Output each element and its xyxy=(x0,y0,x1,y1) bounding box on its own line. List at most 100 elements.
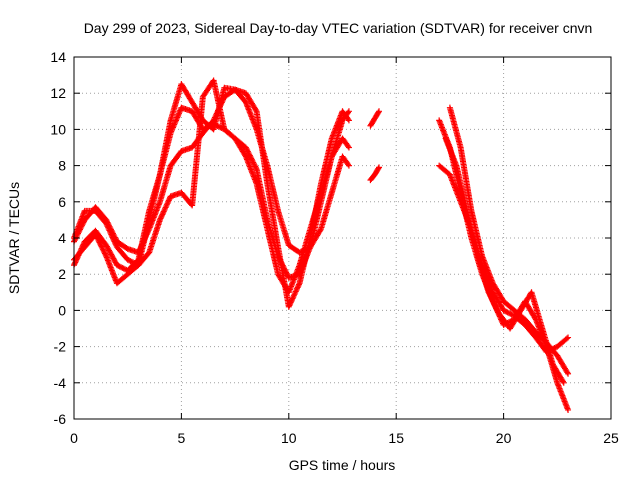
y-tick-label-3: 0 xyxy=(58,302,66,318)
point-track-c-8-5 xyxy=(160,209,167,216)
point-track-d-2-2 xyxy=(93,234,100,241)
point-track-c-5-0 xyxy=(124,256,131,263)
point-track-j-10-5 xyxy=(550,345,557,352)
x-tick-label-4: 20 xyxy=(496,430,512,446)
point-track-d-26-0 xyxy=(345,117,352,124)
point-track-c-3-13 xyxy=(111,238,118,245)
point-track-e-2-0 xyxy=(376,164,383,171)
point-track-d-2-6 xyxy=(96,239,103,246)
point-track-c-8-13 xyxy=(165,198,172,205)
point-track-c-3-10 xyxy=(109,234,116,241)
point-track-d-2-13 xyxy=(101,249,108,256)
y-tick-label-6: 6 xyxy=(58,194,66,210)
point-track-a-4-3 xyxy=(117,264,124,271)
point-track-j-6-6 xyxy=(508,311,515,318)
point-track-d-2-0 xyxy=(92,231,99,238)
x-tick-label-5: 25 xyxy=(603,430,619,446)
point-track-j-6-0 xyxy=(500,307,507,314)
point-track-c-16-6 xyxy=(246,152,253,159)
y-tick-label-1: -4 xyxy=(54,375,67,391)
point-track-j-10-0 xyxy=(543,349,550,356)
point-track-b-22-13 xyxy=(317,227,324,234)
point-track-j-6-5 xyxy=(507,310,514,317)
point-track-c-25-6 xyxy=(345,143,352,150)
point-track-c-8-3 xyxy=(158,212,165,219)
point-track-h-4-12 xyxy=(493,305,500,312)
point-track-h-4-10 xyxy=(492,302,499,309)
point-track-c-8-2 xyxy=(158,214,165,221)
point-track-c-3-2 xyxy=(104,223,111,230)
point-track-j-11-8 xyxy=(563,335,570,342)
point-track-a-4-0 xyxy=(113,262,120,269)
point-track-c-16-2 xyxy=(244,147,251,154)
point-track-c-8-4 xyxy=(159,211,166,218)
point-track-j-10-2 xyxy=(546,347,553,354)
point-track-b-25-6 xyxy=(345,161,352,168)
series-track-i xyxy=(446,104,572,377)
point-track-c-8-8 xyxy=(161,205,168,212)
point-track-g-12-0 xyxy=(565,406,572,413)
point-track-c-8-11 xyxy=(163,201,170,208)
point-track-a-4-2 xyxy=(116,263,123,270)
point-track-j-10-4 xyxy=(548,346,555,353)
point-track-d-2-4 xyxy=(95,236,102,243)
point-track-c-3-4 xyxy=(105,226,112,233)
point-track-h-10-13 xyxy=(559,378,566,385)
point-track-c-3-12 xyxy=(110,237,117,244)
point-track-d-16-13 xyxy=(252,107,259,114)
point-track-d-20-15 xyxy=(295,283,302,290)
x-tick-label-0: 0 xyxy=(70,430,78,446)
point-track-e-1-5 xyxy=(375,165,382,172)
x-tick-label-1: 5 xyxy=(178,430,186,446)
point-track-c-5-3 xyxy=(128,258,135,265)
point-track-b-26-0 xyxy=(345,162,352,169)
point-track-c-3-9 xyxy=(108,232,115,239)
point-track-j-6-1 xyxy=(501,308,508,315)
point-track-i-10-13 xyxy=(564,369,571,376)
x-tick-label-2: 10 xyxy=(281,430,297,446)
point-track-d-2-3 xyxy=(94,235,101,242)
x-axis-label: GPS time / hours xyxy=(289,457,396,473)
point-track-d-25-6 xyxy=(345,116,352,123)
point-track-c-16-9 xyxy=(248,156,255,163)
point-track-j-6-3 xyxy=(504,309,511,316)
point-track-a-4-5 xyxy=(120,265,127,272)
series-track-j xyxy=(436,162,572,356)
point-track-c-16-11 xyxy=(250,159,257,166)
point-track-d-20-4 xyxy=(288,298,295,305)
point-track-f-2-0 xyxy=(376,108,383,115)
point-track-c-5-4 xyxy=(130,259,137,266)
y-tick-label-5: 4 xyxy=(58,230,66,246)
point-track-c-8-9 xyxy=(162,204,169,211)
point-track-c-3-0 xyxy=(103,220,110,227)
point-track-d-20-8 xyxy=(290,292,297,299)
point-track-c-3-3 xyxy=(105,224,112,231)
point-track-j-10-6 xyxy=(551,344,558,351)
series-track-e xyxy=(367,164,383,184)
axis-ticks: 0 5 10 15 20 25 -6 -4 -2 0 2 4 6 8 10 12 14 xyxy=(50,49,619,446)
point-track-c-5-2 xyxy=(127,258,134,265)
point-track-d-2-9 xyxy=(98,243,105,250)
point-track-d-2-15 xyxy=(102,251,109,258)
point-track-c-3-11 xyxy=(110,235,117,242)
point-track-c-16-12 xyxy=(250,160,257,167)
point-track-c-3-7 xyxy=(107,230,114,237)
point-track-c-3-8 xyxy=(108,231,115,238)
y-tick-label-7: 8 xyxy=(58,158,66,174)
data-points xyxy=(71,77,572,413)
point-track-b-21-1 xyxy=(297,248,304,255)
point-track-d-20-9 xyxy=(291,291,298,298)
point-track-a-26-0 xyxy=(345,108,352,115)
point-track-d-20-2 xyxy=(287,301,294,308)
y-tick-label-2: -2 xyxy=(54,339,67,355)
y-tick-label-8: 10 xyxy=(50,121,66,137)
point-track-h-4-11 xyxy=(492,304,499,311)
point-track-d-20-13 xyxy=(294,285,301,292)
point-track-d-20-16 xyxy=(295,281,302,288)
point-track-c-16-15 xyxy=(252,164,259,171)
point-track-c-3-1 xyxy=(103,221,110,228)
point-track-d-20-10 xyxy=(292,289,299,296)
point-track-c-3-6 xyxy=(107,228,114,235)
point-track-f-1-5 xyxy=(375,109,382,116)
